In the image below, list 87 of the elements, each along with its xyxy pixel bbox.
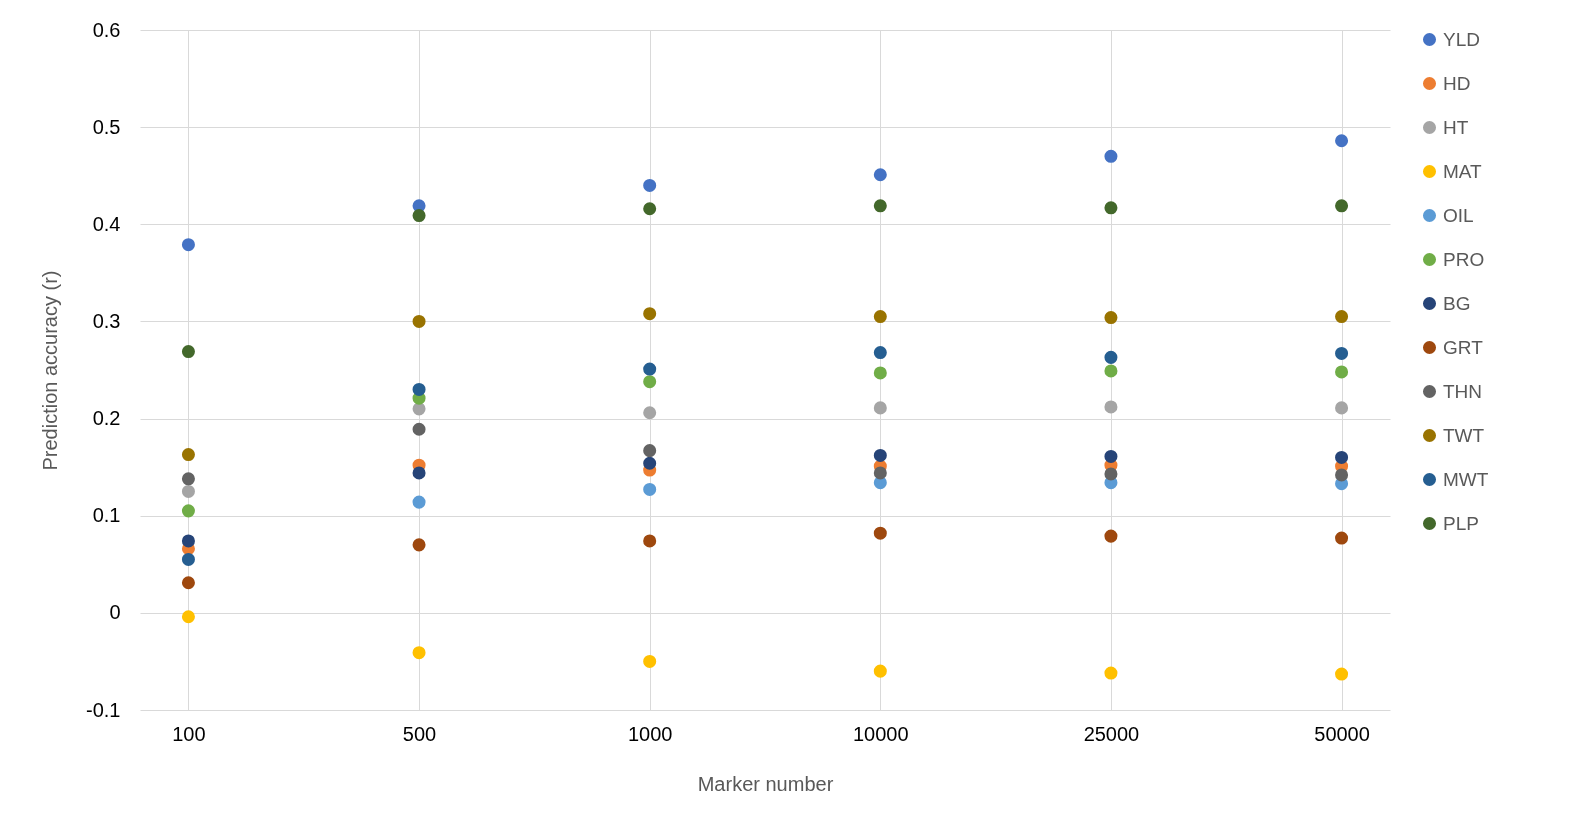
y-tick-label: 0.1 [92, 504, 121, 527]
point [1335, 401, 1349, 415]
point [643, 482, 657, 496]
point [1335, 310, 1349, 324]
point [873, 526, 887, 540]
point [412, 646, 426, 660]
point [643, 534, 657, 548]
point [643, 654, 657, 668]
point [873, 448, 887, 462]
x-tick-label: 100 [172, 722, 206, 745]
legend-label: PRO [1443, 248, 1485, 270]
point [873, 466, 887, 480]
y-tick-label: 0.5 [92, 115, 121, 138]
point [643, 406, 657, 420]
point [1335, 365, 1349, 379]
point [643, 362, 657, 376]
point [1104, 467, 1118, 481]
point [1335, 667, 1349, 681]
point [1104, 449, 1118, 463]
x-axis-title: Marker number [697, 772, 834, 795]
y-tick-label: 0.3 [92, 309, 121, 332]
legend-label: BG [1443, 292, 1471, 314]
y-tick-label: -0.1 [86, 698, 121, 721]
legend-label: PLP [1443, 512, 1479, 534]
point [1104, 400, 1118, 414]
point [643, 307, 657, 321]
point [181, 610, 195, 624]
point [643, 202, 657, 216]
point [873, 401, 887, 415]
legend-label: YLD [1443, 28, 1480, 50]
point [181, 504, 195, 518]
point [643, 375, 657, 389]
y-tick-label: 0.6 [92, 18, 121, 41]
point [1335, 199, 1349, 213]
point [412, 495, 426, 509]
point [1335, 134, 1349, 148]
legend-label: MAT [1443, 160, 1483, 182]
point [181, 238, 195, 252]
legend-label: HT [1443, 116, 1469, 138]
point [181, 552, 195, 566]
point [873, 310, 887, 324]
x-tick-label: 500 [402, 722, 437, 745]
point [412, 209, 426, 223]
point [181, 484, 195, 498]
y-tick-label: 0.4 [92, 212, 121, 235]
point [643, 444, 657, 458]
point [643, 456, 657, 470]
x-tick-label: 50000 [1314, 722, 1370, 745]
point [1335, 468, 1349, 482]
legend-label: TWT [1443, 424, 1485, 446]
point [1104, 364, 1118, 378]
point [873, 366, 887, 380]
point [412, 466, 426, 480]
legend-label: MWT [1443, 468, 1489, 490]
point [873, 168, 887, 182]
x-tick-label: 1000 [627, 722, 673, 745]
y-tick-label: 0.2 [92, 407, 121, 430]
legend-label: THN [1443, 380, 1483, 402]
point [1335, 531, 1349, 545]
point [412, 538, 426, 552]
x-tick-label: 25000 [1083, 722, 1140, 745]
point [1104, 311, 1118, 325]
legend-label: OIL [1443, 204, 1474, 226]
x-tick-label: 10000 [853, 722, 909, 745]
point [181, 576, 195, 590]
point [181, 472, 195, 486]
point [1104, 350, 1118, 364]
y-tick-label: 0 [109, 601, 121, 624]
point [181, 345, 195, 359]
point [1104, 149, 1118, 163]
point [181, 534, 195, 548]
point [1104, 201, 1118, 215]
point [873, 664, 887, 678]
point [643, 178, 657, 192]
point [873, 199, 887, 213]
point [873, 346, 887, 360]
legend-label: HD [1443, 72, 1471, 94]
point [181, 448, 195, 462]
point [1335, 346, 1349, 360]
point [412, 382, 426, 396]
point [1104, 666, 1118, 680]
legend-label: GRT [1443, 336, 1484, 358]
point [1104, 529, 1118, 543]
point [412, 314, 426, 328]
point [412, 422, 426, 436]
point [1335, 450, 1349, 464]
y-axis-title: Prediction accuracy (r) [39, 270, 62, 471]
